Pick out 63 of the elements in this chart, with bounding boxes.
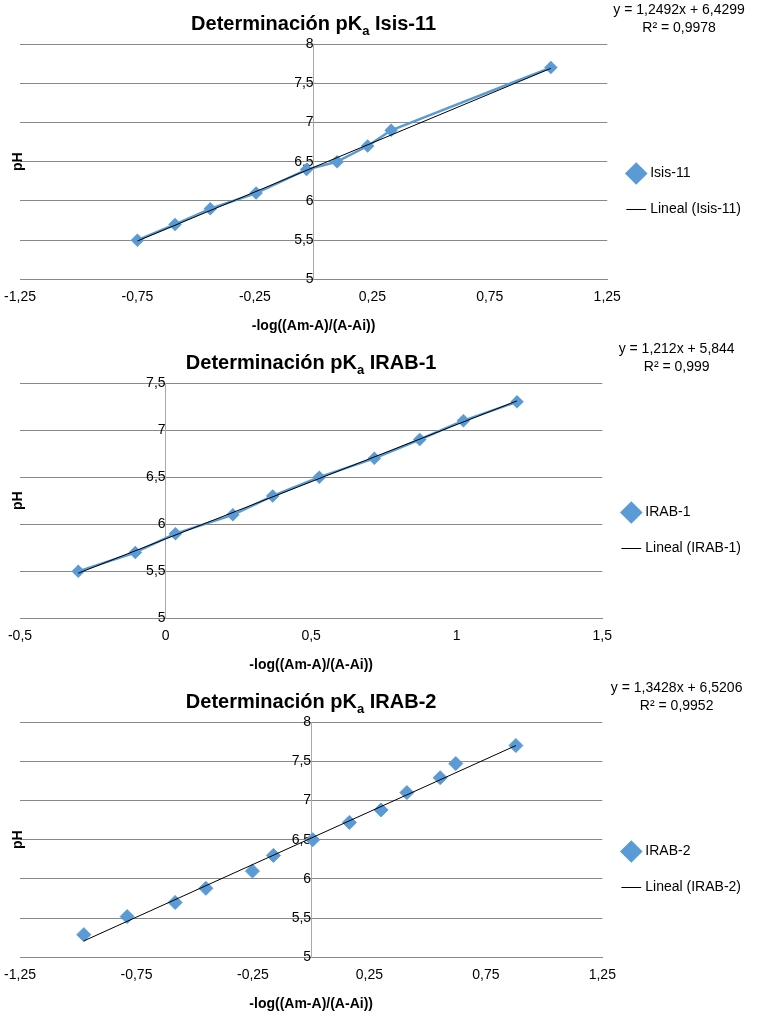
x-tick-label: 0,75 [476,287,504,304]
point [508,738,524,754]
x-tick-label: 1,25 [588,965,617,982]
x-tick-label: -0,5 [7,626,33,643]
x-tick-label: -1,25 [4,965,37,982]
y-tick-label: 6 [305,191,314,208]
legend-label: IRAB-2 [645,842,691,859]
x-tick-label: 0 [161,626,170,643]
y-tick-label: 7 [303,791,312,808]
point [448,756,464,772]
x-tick-label: 0,75 [472,965,500,982]
text: R² = 0,999 [643,358,710,374]
legend-label: IRAB-1 [645,503,691,520]
text: R² = 0,9952 [639,697,714,713]
x-tick-label: 0,25 [355,965,384,982]
x-tick-label: 1,25 [593,287,622,304]
x-tick-label: 0,25 [358,287,387,304]
y-tick-label: 5 [157,609,166,626]
y-tick-label: 8 [303,712,312,729]
y-tick-label: 5,5 [294,231,314,248]
y-tick-label: 6 [157,515,166,532]
x-axis-title: -log((Am-A)/(A-Ai)) [251,317,376,334]
point [384,124,398,137]
y-tick-label: 5 [305,270,314,287]
point [119,909,135,925]
point [544,61,558,74]
x-tick-label: 1 [452,626,461,643]
point [244,863,260,879]
point [76,927,92,943]
y-axis-title: pH [9,491,25,511]
point [131,233,144,247]
y-tick-label: 8 [305,34,314,51]
legend-label: Lineal (IRAB-2) [645,878,741,895]
x-axis-title: -log((Am-A)/(A-Ai)) [249,995,373,1012]
y-tick-label: 6,5 [146,468,166,485]
y-tick-label: 7,5 [146,373,166,390]
x-tick-label: -0,75 [120,965,153,982]
text: y = 1,3428x + 6,5206 [610,679,743,695]
text: R² = 0,9978 [642,19,717,35]
y-tick-label: 5,5 [146,562,166,579]
y-tick-label: 5,5 [291,909,312,926]
y-tick-label: 7 [157,420,166,437]
text: y = 1,212x + 5,844 [618,340,735,356]
x-tick-label: -0,25 [238,287,272,304]
point [330,155,344,168]
x-tick-label: 1,5 [592,626,613,643]
y-tick-label: 5 [303,948,312,965]
y-axis-title: pH [9,152,25,172]
x-tick-label: 0,5 [301,626,322,643]
y-axis-title: pH [9,830,25,850]
y-tick-label: 6 [303,869,312,886]
legend-label: Lineal (Isis-11) [650,200,742,217]
x-tick-label: -1,25 [4,287,37,304]
text: y = 1,2492x + 6,4299 [613,1,746,17]
y-tick-label: 7,5 [294,74,314,91]
x-axis-title: -log((Am-A)/(A-Ai)) [249,656,373,673]
legend-label: Isis-11 [650,164,691,181]
legend-label: Lineal (IRAB-1) [645,539,741,556]
y-tick-label: 7 [305,113,314,130]
x-tick-label: -0,75 [121,287,154,304]
point [71,565,85,578]
y-tick-label: 7,5 [291,752,312,769]
x-tick-label: -0,25 [236,965,270,982]
